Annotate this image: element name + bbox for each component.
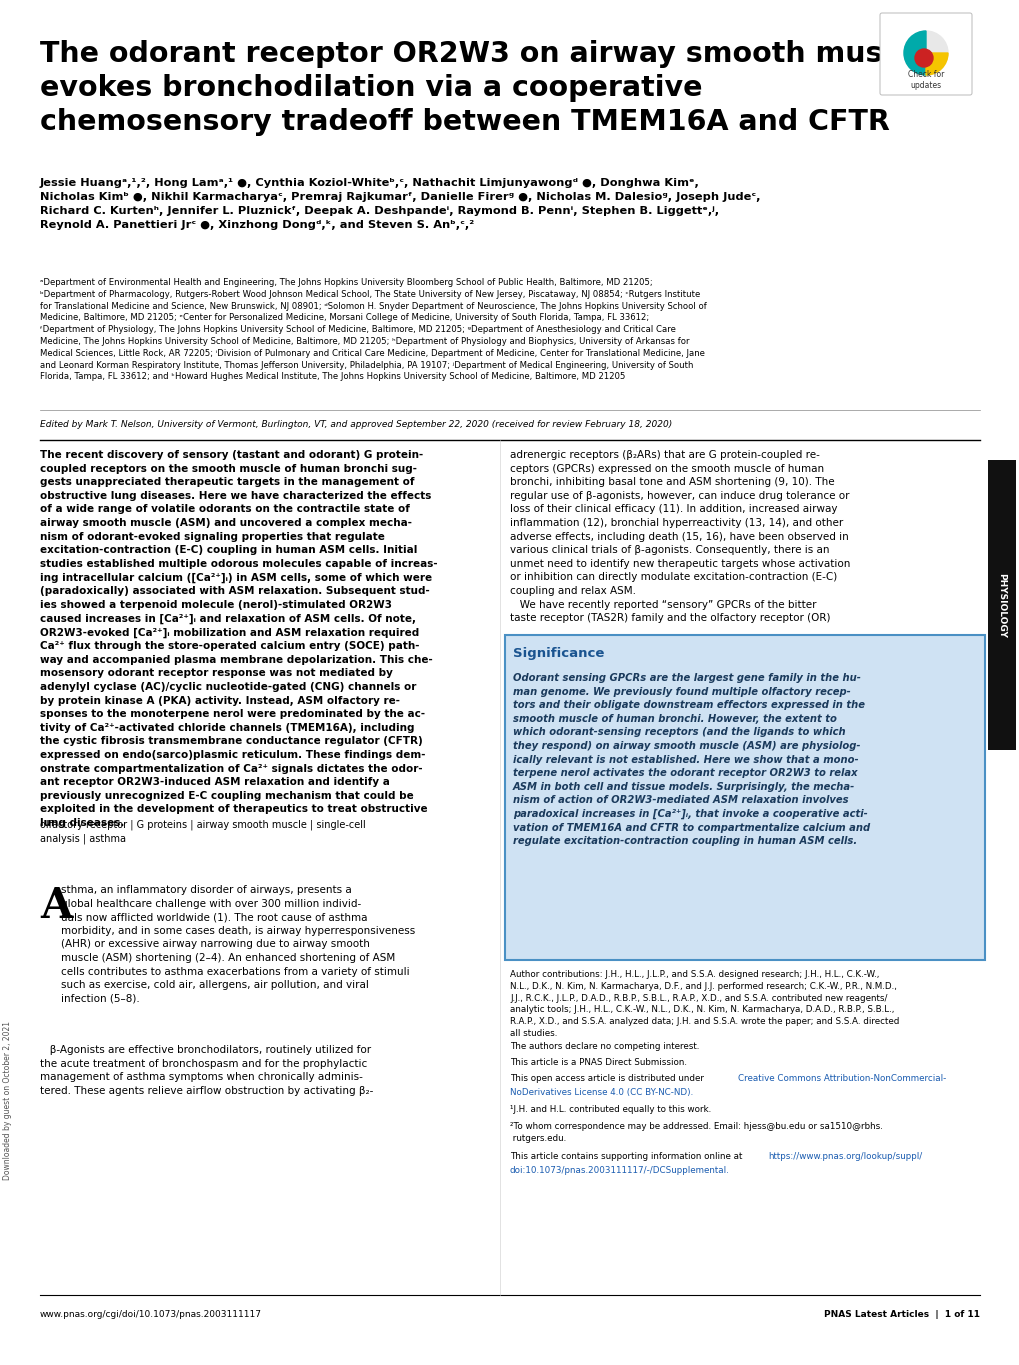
Text: olfactory receptor | G proteins | airway smooth muscle | single-cell
analysis | : olfactory receptor | G proteins | airway… (40, 820, 366, 844)
Text: The authors declare no competing interest.: The authors declare no competing interes… (510, 1041, 699, 1051)
Text: Edited by Mark T. Nelson, University of Vermont, Burlington, VT, and approved Se: Edited by Mark T. Nelson, University of … (40, 420, 672, 429)
Text: ²To whom correspondence may be addressed. Email: hjess@bu.edu or sa1510@rbhs.
 r: ²To whom correspondence may be addressed… (510, 1122, 882, 1143)
Text: Downloaded by guest on October 2, 2021: Downloaded by guest on October 2, 2021 (3, 1021, 12, 1179)
Bar (987, 460, 1015, 749)
FancyBboxPatch shape (504, 635, 984, 960)
Text: Creative Commons Attribution-NonCommercial-: Creative Commons Attribution-NonCommerci… (738, 1074, 946, 1082)
Wedge shape (903, 31, 925, 75)
Text: https://www.pnas.org/lookup/suppl/: https://www.pnas.org/lookup/suppl/ (767, 1152, 921, 1162)
Text: A: A (40, 885, 72, 927)
Text: NoDerivatives License 4.0 (CC BY-NC-ND).: NoDerivatives License 4.0 (CC BY-NC-ND). (510, 1088, 693, 1097)
FancyBboxPatch shape (879, 14, 971, 96)
Text: Odorant sensing GPCRs are the largest gene family in the hu-
man genome. We prev: Odorant sensing GPCRs are the largest ge… (513, 673, 869, 846)
Text: Jessie Huangᵃ,¹,², Hong Lamᵃ,¹ ●, Cynthia Koziol-Whiteᵇ,ᶜ, Nathachit Limjunyawon: Jessie Huangᵃ,¹,², Hong Lamᵃ,¹ ●, Cynthi… (40, 177, 760, 229)
Text: This article is a PNAS Direct Submission.: This article is a PNAS Direct Submission… (510, 1058, 687, 1067)
Text: Author contributions: J.H., H.L., J.L.P., and S.S.A. designed research; J.H., H.: Author contributions: J.H., H.L., J.L.P.… (510, 971, 899, 1037)
Circle shape (903, 31, 947, 75)
Text: β-Agonists are effective bronchodilators, routinely utilized for
the acute treat: β-Agonists are effective bronchodilators… (40, 1046, 373, 1096)
Text: This open access article is distributed under: This open access article is distributed … (510, 1074, 706, 1082)
Text: doi:10.1073/pnas.2003111117/-/DCSupplemental.: doi:10.1073/pnas.2003111117/-/DCSuppleme… (510, 1166, 729, 1175)
Text: PHYSIOLOGY: PHYSIOLOGY (997, 572, 1006, 637)
Text: adrenergic receptors (β₂ARs) that are G protein-coupled re-
ceptors (GPCRs) expr: adrenergic receptors (β₂ARs) that are G … (510, 450, 850, 624)
Text: ¹J.H. and H.L. contributed equally to this work.: ¹J.H. and H.L. contributed equally to th… (510, 1106, 710, 1114)
Text: www.pnas.org/cgi/doi/10.1073/pnas.2003111117: www.pnas.org/cgi/doi/10.1073/pnas.200311… (40, 1310, 262, 1319)
Text: PNAS Latest Articles  |  1 of 11: PNAS Latest Articles | 1 of 11 (823, 1310, 979, 1319)
Text: This article contains supporting information online at: This article contains supporting informa… (510, 1152, 745, 1162)
Text: ᵃDepartment of Environmental Health and Engineering, The Johns Hopkins Universit: ᵃDepartment of Environmental Health and … (40, 278, 706, 381)
Text: sthma, an inflammatory disorder of airways, presents a
global healthcare challen: sthma, an inflammatory disorder of airwa… (61, 885, 415, 1003)
Text: Significance: Significance (513, 647, 604, 661)
Circle shape (914, 49, 932, 67)
Text: Check for
updates: Check for updates (907, 70, 944, 90)
Wedge shape (925, 53, 947, 75)
Text: The recent discovery of sensory (tastant and odorant) G protein-
coupled recepto: The recent discovery of sensory (tastant… (40, 450, 437, 829)
Text: The odorant receptor OR2W3 on airway smooth muscle
evokes bronchodilation via a : The odorant receptor OR2W3 on airway smo… (40, 40, 927, 136)
